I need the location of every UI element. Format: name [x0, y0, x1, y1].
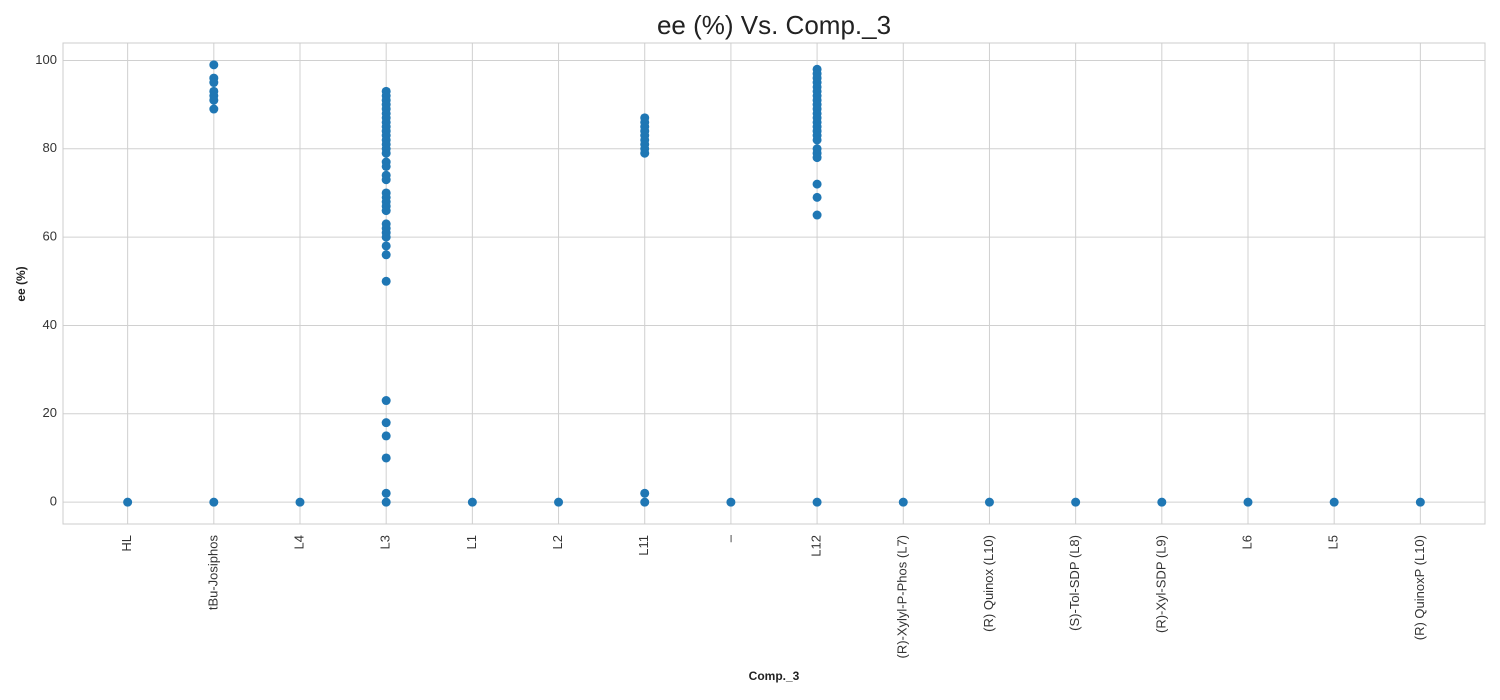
y-axis-label: ee (%) — [14, 266, 28, 301]
point — [381, 418, 391, 428]
point — [381, 396, 391, 406]
point — [812, 192, 822, 202]
point — [381, 431, 391, 441]
x-tick-label: (R) Quinox (L10) — [981, 535, 996, 632]
point — [381, 161, 391, 171]
plot-frame — [62, 42, 1486, 525]
point — [467, 497, 477, 507]
x-tick-label: L11 — [636, 535, 651, 556]
x-tick-label: (R)-Xyl-SDP (L9) — [1153, 535, 1168, 633]
x-tick-label: (R) QuinoxP (L10) — [1412, 535, 1427, 640]
point — [209, 95, 219, 105]
point — [381, 241, 391, 251]
x-tick-label: L1 — [464, 535, 479, 549]
x-tick-label: HL — [119, 535, 134, 552]
point — [381, 453, 391, 463]
x-axis-label: Comp._3 — [749, 669, 800, 683]
y-tick-label: 100 — [35, 52, 57, 67]
point — [1071, 497, 1081, 507]
y-tick-label: 20 — [43, 405, 57, 420]
point — [381, 250, 391, 260]
point — [1157, 497, 1167, 507]
point — [812, 153, 822, 163]
point — [123, 497, 133, 507]
x-tick-label: tBu-Josiphos — [205, 535, 220, 611]
point — [1415, 497, 1425, 507]
point — [381, 148, 391, 158]
point — [381, 175, 391, 185]
point — [898, 497, 908, 507]
chart-title: ee (%) Vs. Comp._3 — [657, 10, 891, 40]
point — [984, 497, 994, 507]
x-tick-label: L4 — [291, 535, 306, 549]
y-tick-label: 40 — [43, 317, 57, 332]
point — [295, 497, 305, 507]
point — [640, 488, 650, 498]
point — [209, 497, 219, 507]
y-tick-label: 60 — [43, 229, 57, 244]
point — [1243, 497, 1253, 507]
point — [640, 497, 650, 507]
point — [812, 497, 822, 507]
point — [812, 210, 822, 220]
point — [640, 148, 650, 158]
point — [381, 488, 391, 498]
point — [209, 78, 219, 88]
x-tick-label: L2 — [550, 535, 565, 549]
point — [554, 497, 564, 507]
x-tick-label: L5 — [1326, 535, 1341, 549]
x-tick-label: (R)-Xylyl-P-Phos (L7) — [895, 535, 910, 659]
point — [381, 276, 391, 286]
y-tick-label: 0 — [50, 494, 57, 509]
point — [1329, 497, 1339, 507]
point — [381, 206, 391, 216]
x-tick-label: L6 — [1239, 535, 1254, 549]
point — [209, 60, 219, 70]
x-tick-label: – — [722, 534, 737, 542]
point — [381, 497, 391, 507]
point — [726, 497, 736, 507]
point — [812, 179, 822, 189]
x-tick-label: L12 — [809, 535, 824, 557]
point — [209, 104, 219, 114]
x-tick-label: L3 — [378, 535, 393, 549]
point — [381, 232, 391, 242]
point — [812, 135, 822, 145]
x-tick-label: (S)-Tol-SDP (L8) — [1067, 535, 1082, 631]
y-tick-label: 80 — [43, 140, 57, 155]
